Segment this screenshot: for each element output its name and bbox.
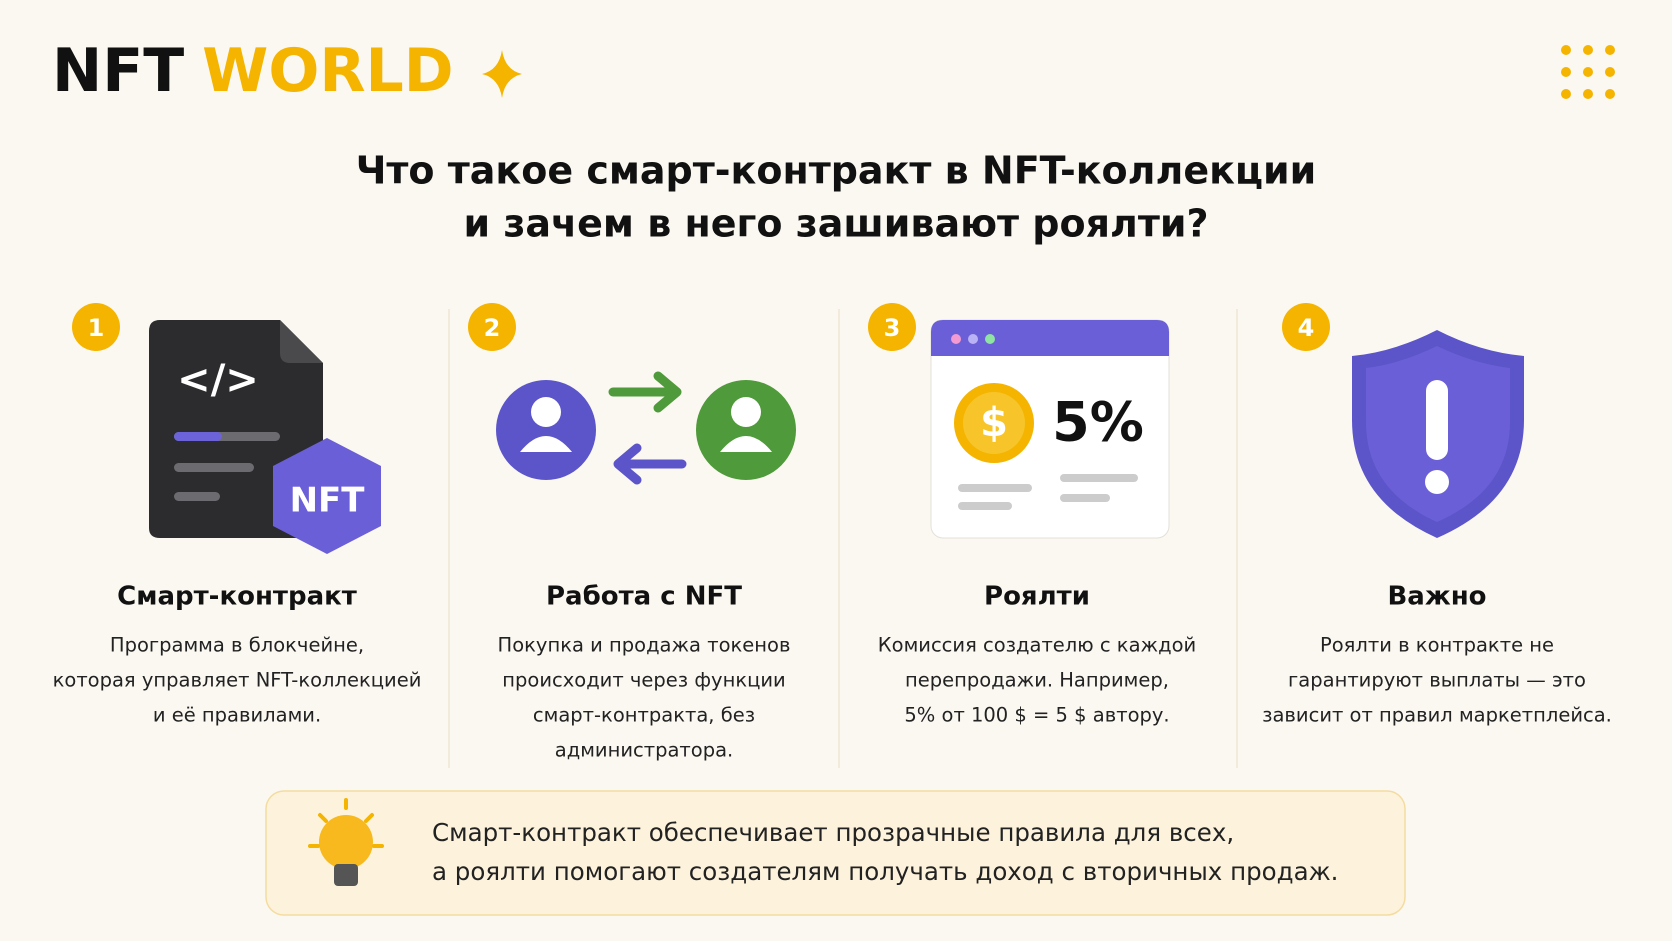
number: 4 <box>1298 314 1315 342</box>
icon-royalty: $ 5% <box>930 319 1170 539</box>
icon-text: </> <box>177 357 259 403</box>
content: Что такое смарт-контракт в NFT-коллекции… <box>53 149 1612 887</box>
card-text: Покупка и продажа токенов <box>498 634 791 657</box>
card-heading: Работа с NFT <box>546 582 742 612</box>
logo-part: WORLD <box>202 36 453 106</box>
card-text: гарантируют выплаты — это <box>1288 669 1586 692</box>
card-heading: Смарт-контракт <box>117 582 357 612</box>
dots <box>1561 45 1615 99</box>
number: 3 <box>884 314 901 342</box>
card-text: происходит через функции <box>502 669 785 692</box>
tip-line: Смарт-контракт обеспечивает прозрачные п… <box>432 818 1234 847</box>
icon-text: $ <box>980 400 1008 446</box>
number-badge <box>72 303 120 351</box>
number-badge <box>1282 303 1330 351</box>
card-text: Комиссия создателю с каждой <box>878 634 1196 657</box>
icon-bulb <box>308 798 384 886</box>
title-line: и зачем в него зашивают роялти? <box>463 202 1208 246</box>
title-line: Что такое смарт-контракт в NFT-коллекции <box>356 149 1317 193</box>
card-text: и её правилами. <box>153 704 321 727</box>
dividers <box>448 309 1238 768</box>
logo-part: NFT <box>52 36 184 106</box>
card-text: которая управляет NFT-коллекцией <box>53 669 422 692</box>
icon-text: 5% <box>1052 391 1144 454</box>
sparkle <box>482 50 522 98</box>
card-text: перепродажи. Например, <box>905 669 1169 692</box>
tip-line: а роялти помогают создателям получать до… <box>432 857 1338 886</box>
card-text: Роялти в контракте не <box>1320 634 1554 657</box>
tip-box <box>265 790 1406 916</box>
number-badge <box>868 303 916 351</box>
icon-shield <box>1352 330 1524 538</box>
number-badge <box>468 303 516 351</box>
card-text: 5% от 100 $ = 5 $ автору. <box>904 704 1169 727</box>
logo: NFT WORLD <box>52 36 454 106</box>
card-text: Программа в блокчейне, <box>110 634 364 657</box>
icon-contract: </> NFT <box>149 320 381 554</box>
card-text: смарт-контракта, без <box>533 704 755 727</box>
card-text: зависит от правил маркетплейса. <box>1262 704 1612 727</box>
number: 1 <box>88 314 105 342</box>
icon-exchange <box>496 371 796 485</box>
card-text: администратора. <box>555 739 733 762</box>
card-heading: Важно <box>1387 582 1486 612</box>
icon-text: NFT <box>290 481 366 521</box>
number: 2 <box>484 314 501 342</box>
card-heading: Роялти <box>984 582 1090 612</box>
